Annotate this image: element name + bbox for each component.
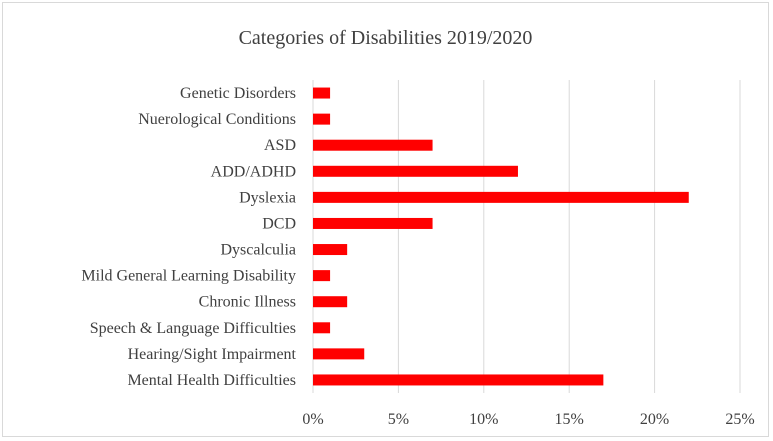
category-label: Hearing/Sight Impairment (128, 346, 297, 363)
x-tick-label: 0% (302, 411, 323, 428)
bar (313, 322, 331, 334)
bar (313, 244, 348, 256)
category-label: Speech & Language Difficulties (90, 320, 296, 337)
x-tick-label: 5% (388, 411, 409, 428)
bar (313, 217, 433, 229)
category-labels: Genetic Disorders Nuerological Conditions… (81, 85, 296, 389)
x-tick-label: 20% (640, 411, 669, 428)
gridlines (312, 80, 741, 393)
x-tick-label: 10% (469, 411, 498, 428)
bar (313, 270, 331, 282)
category-label: Mental Health Difficulties (127, 372, 296, 389)
category-label: ADD/ADHD (211, 163, 296, 180)
bar (313, 296, 348, 308)
category-label: Nuerological Conditions (138, 111, 296, 128)
chart-title: Categories of Disabilities 2019/2020 (238, 27, 533, 49)
x-tick-labels: 0% 5% 10% 15% 20% 25% (302, 411, 754, 428)
bar (313, 113, 331, 125)
bar (313, 348, 365, 360)
category-label: ASD (264, 137, 296, 154)
bar (313, 191, 689, 203)
category-label: Genetic Disorders (180, 85, 296, 102)
category-label: Mild General Learning Disability (81, 268, 296, 285)
bar (313, 139, 433, 151)
category-label: DCD (262, 215, 296, 232)
bars (313, 87, 689, 386)
x-tick-label: 25% (725, 411, 754, 428)
category-label: Dyscalculia (220, 242, 296, 259)
category-label: Chronic Illness (199, 294, 296, 311)
category-label: Dyslexia (239, 189, 296, 206)
bar (313, 87, 331, 99)
bar (313, 165, 518, 177)
bar (313, 374, 604, 386)
x-tick-label: 15% (555, 411, 584, 428)
